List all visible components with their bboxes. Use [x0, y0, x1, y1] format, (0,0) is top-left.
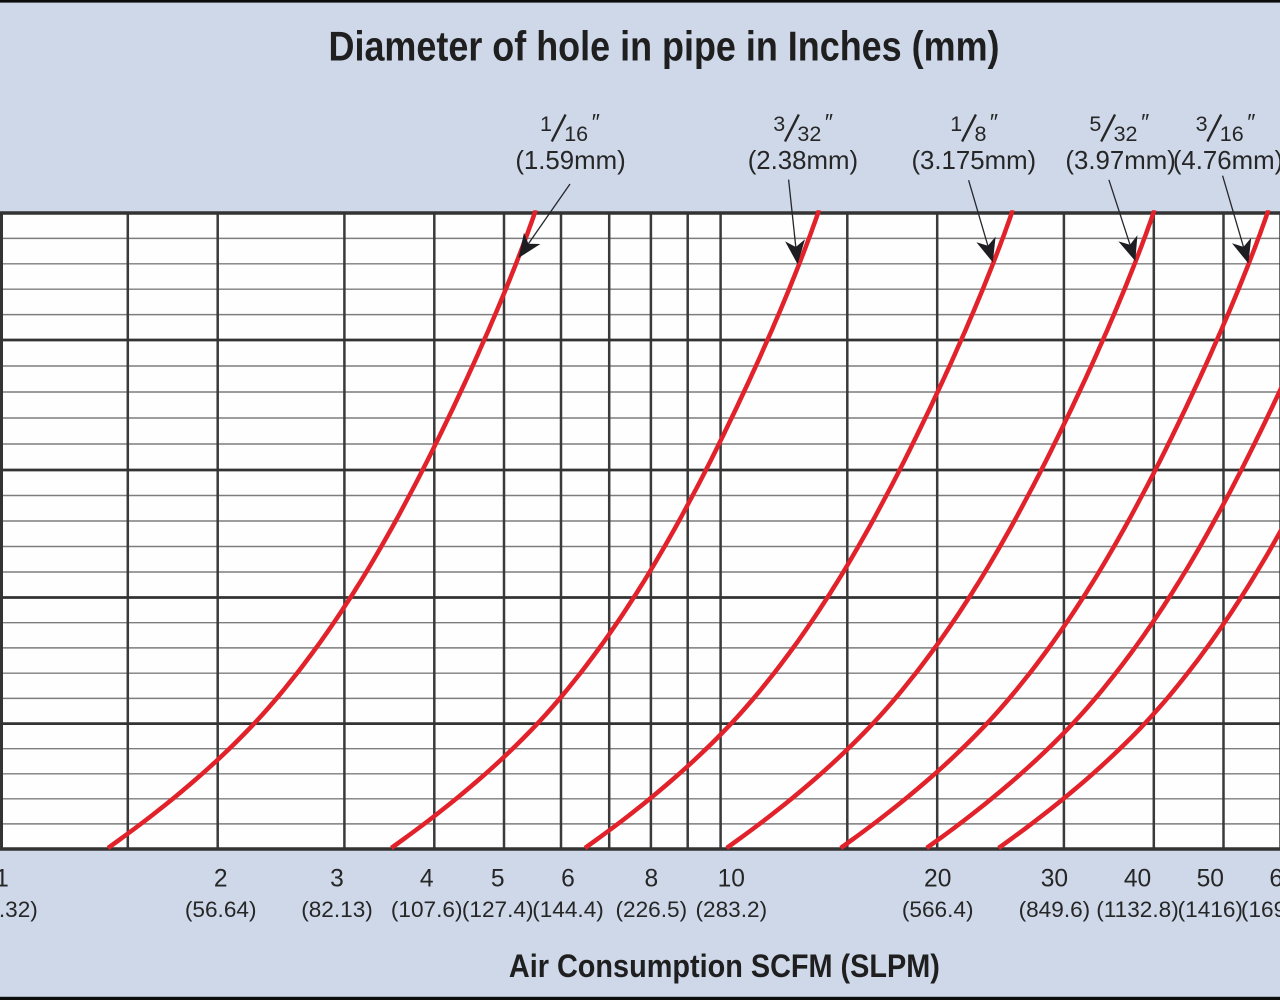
svg-text:1: 1 — [950, 112, 962, 136]
svg-text:(1699.2): (1699.2) — [1241, 897, 1280, 922]
svg-text:″: ″ — [825, 109, 833, 135]
svg-text:″: ″ — [990, 109, 998, 135]
svg-text:(226.5): (226.5) — [616, 897, 688, 922]
svg-text:32: 32 — [797, 122, 821, 146]
svg-text:32: 32 — [1114, 122, 1138, 146]
svg-text:8: 8 — [644, 866, 658, 893]
svg-text:16: 16 — [1220, 122, 1244, 146]
svg-text:(849.6): (849.6) — [1019, 897, 1091, 922]
svg-text:3: 3 — [330, 866, 344, 893]
svg-text:4: 4 — [420, 866, 434, 893]
svg-text:60: 60 — [1269, 866, 1280, 893]
svg-text:(144.4): (144.4) — [532, 897, 604, 922]
svg-text:(566.4): (566.4) — [902, 897, 974, 922]
svg-text:(28.32): (28.32) — [0, 897, 38, 922]
svg-text:6: 6 — [561, 866, 575, 893]
svg-text:2: 2 — [214, 866, 228, 893]
svg-text:″: ″ — [592, 109, 600, 135]
svg-text:20: 20 — [924, 866, 951, 893]
svg-text:(82.13): (82.13) — [301, 897, 373, 922]
svg-text:(4.76mm): (4.76mm) — [1173, 147, 1280, 175]
svg-text:(56.64): (56.64) — [185, 897, 257, 922]
svg-text:(3.97mm): (3.97mm) — [1065, 147, 1175, 175]
svg-text:16: 16 — [564, 122, 588, 146]
svg-text:1: 1 — [540, 112, 552, 136]
svg-text:″: ″ — [1141, 109, 1149, 135]
svg-text:8: 8 — [975, 122, 987, 146]
svg-text:5: 5 — [491, 866, 505, 893]
svg-text:(107.6): (107.6) — [391, 897, 463, 922]
svg-text:(3.175mm): (3.175mm) — [911, 147, 1036, 175]
svg-text:3: 3 — [773, 112, 785, 136]
svg-text:(1416): (1416) — [1178, 897, 1243, 922]
svg-text:″: ″ — [1247, 109, 1255, 135]
svg-text:(127.4): (127.4) — [462, 897, 534, 922]
svg-text:30: 30 — [1041, 866, 1068, 893]
svg-text:Air Consumption SCFM (SLPM): Air Consumption SCFM (SLPM) — [509, 948, 940, 984]
svg-text:1: 1 — [0, 866, 9, 893]
svg-text:50: 50 — [1197, 866, 1224, 893]
svg-text:40: 40 — [1124, 866, 1151, 893]
svg-text:(1132.8): (1132.8) — [1096, 897, 1178, 922]
svg-text:(1.59mm): (1.59mm) — [515, 147, 625, 175]
svg-text:3: 3 — [1196, 112, 1208, 136]
svg-text:(283.2): (283.2) — [696, 897, 768, 922]
svg-text:5: 5 — [1089, 112, 1101, 136]
svg-text:Diameter of hole in pipe in In: Diameter of hole in pipe in Inches (mm) — [329, 22, 1000, 69]
svg-text:10: 10 — [718, 866, 745, 893]
svg-text:(2.38mm): (2.38mm) — [748, 147, 858, 175]
